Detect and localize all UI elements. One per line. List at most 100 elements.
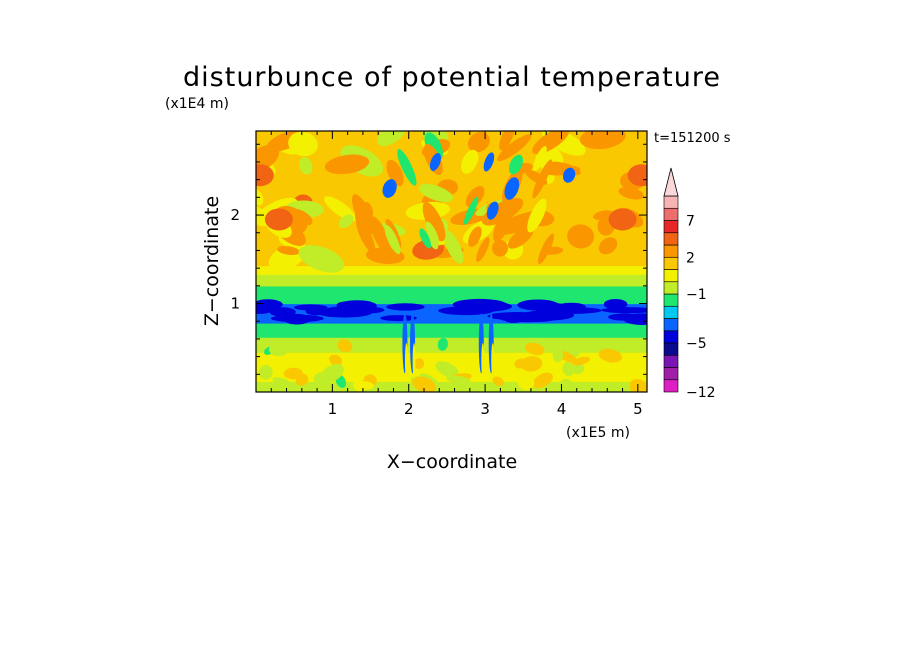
- contour-feature: [618, 187, 644, 200]
- contour-feature: [425, 221, 439, 246]
- plot-frame: [255, 130, 648, 393]
- contour-feature: [476, 237, 490, 262]
- colorbar-segment: [663, 330, 679, 344]
- colorbar-segment: [663, 207, 679, 221]
- contour-feature: [571, 356, 591, 366]
- x-scale-label: (x1E5 m): [566, 425, 630, 441]
- contour-feature: [288, 131, 318, 157]
- contour-feature: [324, 154, 370, 175]
- colorbar-label: 7: [686, 214, 695, 230]
- contour-feature: [435, 361, 459, 378]
- contour-feature: [324, 305, 385, 315]
- colorbar-segment: [663, 367, 679, 381]
- contour-feature: [418, 183, 454, 203]
- y-tick-label: 2: [230, 206, 240, 224]
- contour-feature: [508, 154, 524, 175]
- colorbar-segment: [663, 220, 679, 234]
- contour-feature: [412, 343, 416, 380]
- contour-band: [256, 265, 647, 275]
- contour-feature: [455, 301, 512, 312]
- contour-feature: [598, 237, 618, 255]
- contour-feature: [270, 314, 324, 323]
- contour-feature: [608, 208, 637, 231]
- contour-band: [256, 274, 647, 287]
- contour-features: [256, 131, 647, 392]
- contour-feature: [337, 339, 353, 353]
- colorbar-segment: [663, 232, 679, 246]
- contour-feature: [491, 343, 495, 380]
- contour-feature: [579, 131, 626, 150]
- contour-feature: [437, 337, 448, 351]
- contour-feature: [532, 372, 553, 389]
- contour-feature: [467, 131, 490, 153]
- contour-feature: [468, 226, 482, 248]
- contour-feature: [562, 361, 574, 377]
- contour-feature: [492, 239, 508, 257]
- contour-feature: [533, 146, 547, 172]
- contour-feature: [268, 340, 290, 357]
- contour-feature: [558, 378, 573, 392]
- y-axis-label: Z−coordinate: [201, 196, 223, 326]
- contour-feature: [397, 149, 417, 186]
- contour-feature: [608, 313, 640, 321]
- contour-feature: [443, 230, 464, 264]
- contour-feature: [386, 159, 404, 187]
- contour-feature: [532, 159, 553, 199]
- contour-feature: [386, 303, 425, 311]
- contour-feature: [256, 164, 274, 187]
- contour-feature: [493, 211, 512, 242]
- y-tick-label: 1: [230, 295, 240, 313]
- contour-feature: [532, 131, 570, 155]
- contour-feature: [486, 201, 499, 220]
- contour-feature: [419, 228, 432, 249]
- contour-feature: [338, 214, 354, 229]
- contour-feature: [562, 167, 576, 183]
- colorbar-segment: [663, 379, 679, 393]
- contour-band: [256, 337, 647, 353]
- contour-feature: [603, 298, 628, 310]
- x-tick-label: 1: [328, 400, 338, 418]
- contour-band: [256, 381, 647, 392]
- contour-feature: [287, 208, 313, 226]
- contour-feature: [520, 356, 543, 372]
- contour-feature: [527, 198, 547, 233]
- contour-feature: [298, 245, 345, 273]
- contour-feature: [380, 315, 417, 322]
- contour-feature: [298, 157, 313, 175]
- x-tick-label: 3: [480, 400, 490, 418]
- colorbar-label: −5: [686, 336, 707, 352]
- contour-feature: [552, 347, 564, 363]
- colorbar-segment: [663, 269, 679, 283]
- x-tick-label: 5: [633, 400, 643, 418]
- chart-title: disturbunce of potential temperature: [183, 62, 721, 93]
- contour-feature: [543, 307, 602, 314]
- contour-feature: [465, 359, 480, 370]
- contour-feature: [269, 307, 296, 317]
- contour-plot-area: [256, 131, 647, 392]
- colorbar-label: −12: [686, 385, 716, 401]
- contour-feature: [627, 164, 647, 187]
- contour-feature: [277, 245, 300, 256]
- contour-feature: [305, 307, 327, 316]
- contour-feature: [525, 342, 545, 356]
- colorbar-segment: [663, 244, 679, 258]
- contour-feature: [493, 339, 518, 350]
- colorbar-label: 2: [686, 250, 695, 266]
- contour-feature: [517, 374, 535, 391]
- colorbar: 7 2 −1 −5 −12: [663, 167, 716, 401]
- contour-feature: [598, 348, 623, 363]
- x-tick-label: 4: [557, 400, 567, 418]
- contour-feature: [329, 354, 343, 366]
- colorbar-segment: [663, 281, 679, 295]
- contour-feature: [272, 377, 292, 387]
- contour-feature: [481, 343, 485, 380]
- contour-feature: [356, 218, 376, 253]
- contour-feature: [412, 376, 436, 392]
- contour-band: [256, 285, 647, 305]
- colorbar-label: −1: [686, 287, 707, 303]
- contour-feature: [492, 376, 504, 387]
- contour-feature: [571, 363, 585, 375]
- colorbar-segment: [663, 195, 679, 209]
- colorbar-segment: [663, 293, 679, 307]
